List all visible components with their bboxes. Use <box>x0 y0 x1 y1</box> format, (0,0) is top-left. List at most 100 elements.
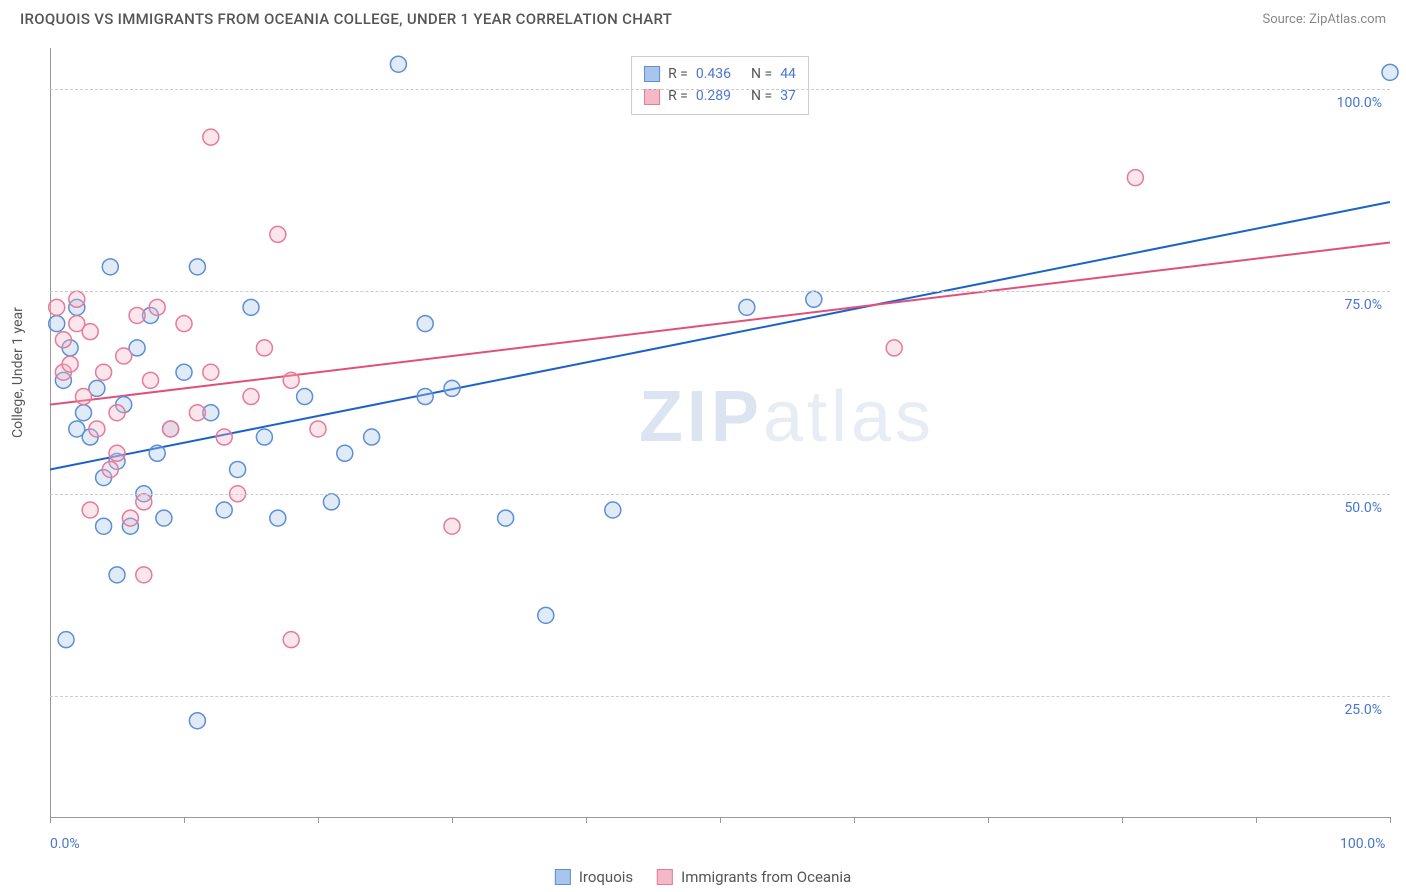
scatter-point <box>1127 170 1143 186</box>
scatter-point <box>62 356 78 372</box>
legend-item: Iroquois <box>555 868 633 886</box>
scatter-point <box>243 389 259 405</box>
x-tick <box>1390 817 1391 823</box>
scatter-point <box>283 632 299 648</box>
scatter-point <box>323 494 339 510</box>
legend-stats-box: R =0.436N =44R =0.289N =37 <box>631 56 809 115</box>
scatter-point <box>243 299 259 315</box>
scatter-point <box>739 299 755 315</box>
scatter-point <box>886 340 902 356</box>
scatter-point <box>310 421 326 437</box>
trend-line <box>50 202 1390 469</box>
scatter-point <box>122 510 138 526</box>
gridline-h <box>50 89 1390 90</box>
scatter-svg <box>50 48 1390 817</box>
scatter-point <box>270 510 286 526</box>
legend-item: Immigrants from Oceania <box>657 868 851 886</box>
x-tick <box>988 817 989 823</box>
x-tick <box>586 817 587 823</box>
scatter-point <box>256 429 272 445</box>
scatter-point <box>444 518 460 534</box>
scatter-point <box>417 316 433 332</box>
scatter-point <box>189 259 205 275</box>
y-tick-label: 100.0% <box>1337 95 1382 111</box>
x-tick-label: 0.0% <box>50 836 80 852</box>
source-attribution: Source: ZipAtlas.com <box>1262 12 1386 27</box>
gridline-h <box>50 494 1390 495</box>
x-tick <box>50 817 51 823</box>
scatter-point <box>102 259 118 275</box>
scatter-point <box>109 567 125 583</box>
scatter-point <box>149 445 165 461</box>
scatter-point <box>605 502 621 518</box>
scatter-point <box>203 129 219 145</box>
x-tick <box>452 817 453 823</box>
legend-swatch <box>644 89 660 105</box>
x-tick <box>854 817 855 823</box>
scatter-point <box>176 316 192 332</box>
scatter-point <box>417 389 433 405</box>
scatter-point <box>189 713 205 729</box>
scatter-point <box>163 421 179 437</box>
scatter-point <box>89 421 105 437</box>
scatter-point <box>116 348 132 364</box>
y-tick-label: 50.0% <box>1344 500 1382 516</box>
scatter-point <box>216 502 232 518</box>
scatter-point <box>82 502 98 518</box>
chart-header: IROQUOIS VS IMMIGRANTS FROM OCEANIA COLL… <box>0 0 1406 36</box>
scatter-point <box>256 340 272 356</box>
chart-plot-area: ZIPatlas R =0.436N =44R =0.289N =37 25.0… <box>50 48 1390 818</box>
legend-label: Iroquois <box>579 868 633 886</box>
legend-bottom: Iroquois Immigrants from Oceania <box>555 868 851 886</box>
scatter-point <box>96 518 112 534</box>
legend-swatch <box>657 869 673 885</box>
scatter-point <box>96 364 112 380</box>
legend-swatch <box>644 66 660 82</box>
scatter-point <box>102 461 118 477</box>
y-tick-label: 25.0% <box>1344 702 1382 718</box>
x-tick <box>720 817 721 823</box>
scatter-point <box>49 316 65 332</box>
y-axis-title: College, Under 1 year <box>10 307 26 438</box>
scatter-point <box>270 226 286 242</box>
scatter-point <box>216 429 232 445</box>
scatter-point <box>109 405 125 421</box>
scatter-point <box>444 380 460 396</box>
scatter-point <box>149 299 165 315</box>
x-tick <box>318 817 319 823</box>
y-tick-label: 75.0% <box>1344 297 1382 313</box>
scatter-point <box>176 364 192 380</box>
x-tick <box>1122 817 1123 823</box>
scatter-point <box>109 445 125 461</box>
chart-title: IROQUOIS VS IMMIGRANTS FROM OCEANIA COLL… <box>20 10 672 28</box>
scatter-point <box>76 389 92 405</box>
scatter-point <box>806 291 822 307</box>
scatter-point <box>58 632 74 648</box>
scatter-point <box>390 56 406 72</box>
scatter-point <box>1382 64 1398 80</box>
gridline-h <box>50 696 1390 697</box>
scatter-point <box>143 372 159 388</box>
legend-label: Immigrants from Oceania <box>681 868 851 886</box>
x-tick <box>1256 817 1257 823</box>
scatter-point <box>49 299 65 315</box>
x-tick-label: 100.0% <box>1340 836 1385 852</box>
scatter-point <box>156 510 172 526</box>
scatter-point <box>136 494 152 510</box>
scatter-point <box>69 291 85 307</box>
legend-swatch <box>555 869 571 885</box>
scatter-point <box>230 461 246 477</box>
scatter-point <box>498 510 514 526</box>
scatter-point <box>364 429 380 445</box>
scatter-point <box>82 324 98 340</box>
scatter-point <box>297 389 313 405</box>
scatter-point <box>55 332 71 348</box>
scatter-point <box>189 405 205 421</box>
scatter-point <box>337 445 353 461</box>
scatter-point <box>283 372 299 388</box>
scatter-point <box>76 405 92 421</box>
gridline-h <box>50 291 1390 292</box>
scatter-point <box>538 607 554 623</box>
x-tick <box>184 817 185 823</box>
scatter-point <box>136 567 152 583</box>
